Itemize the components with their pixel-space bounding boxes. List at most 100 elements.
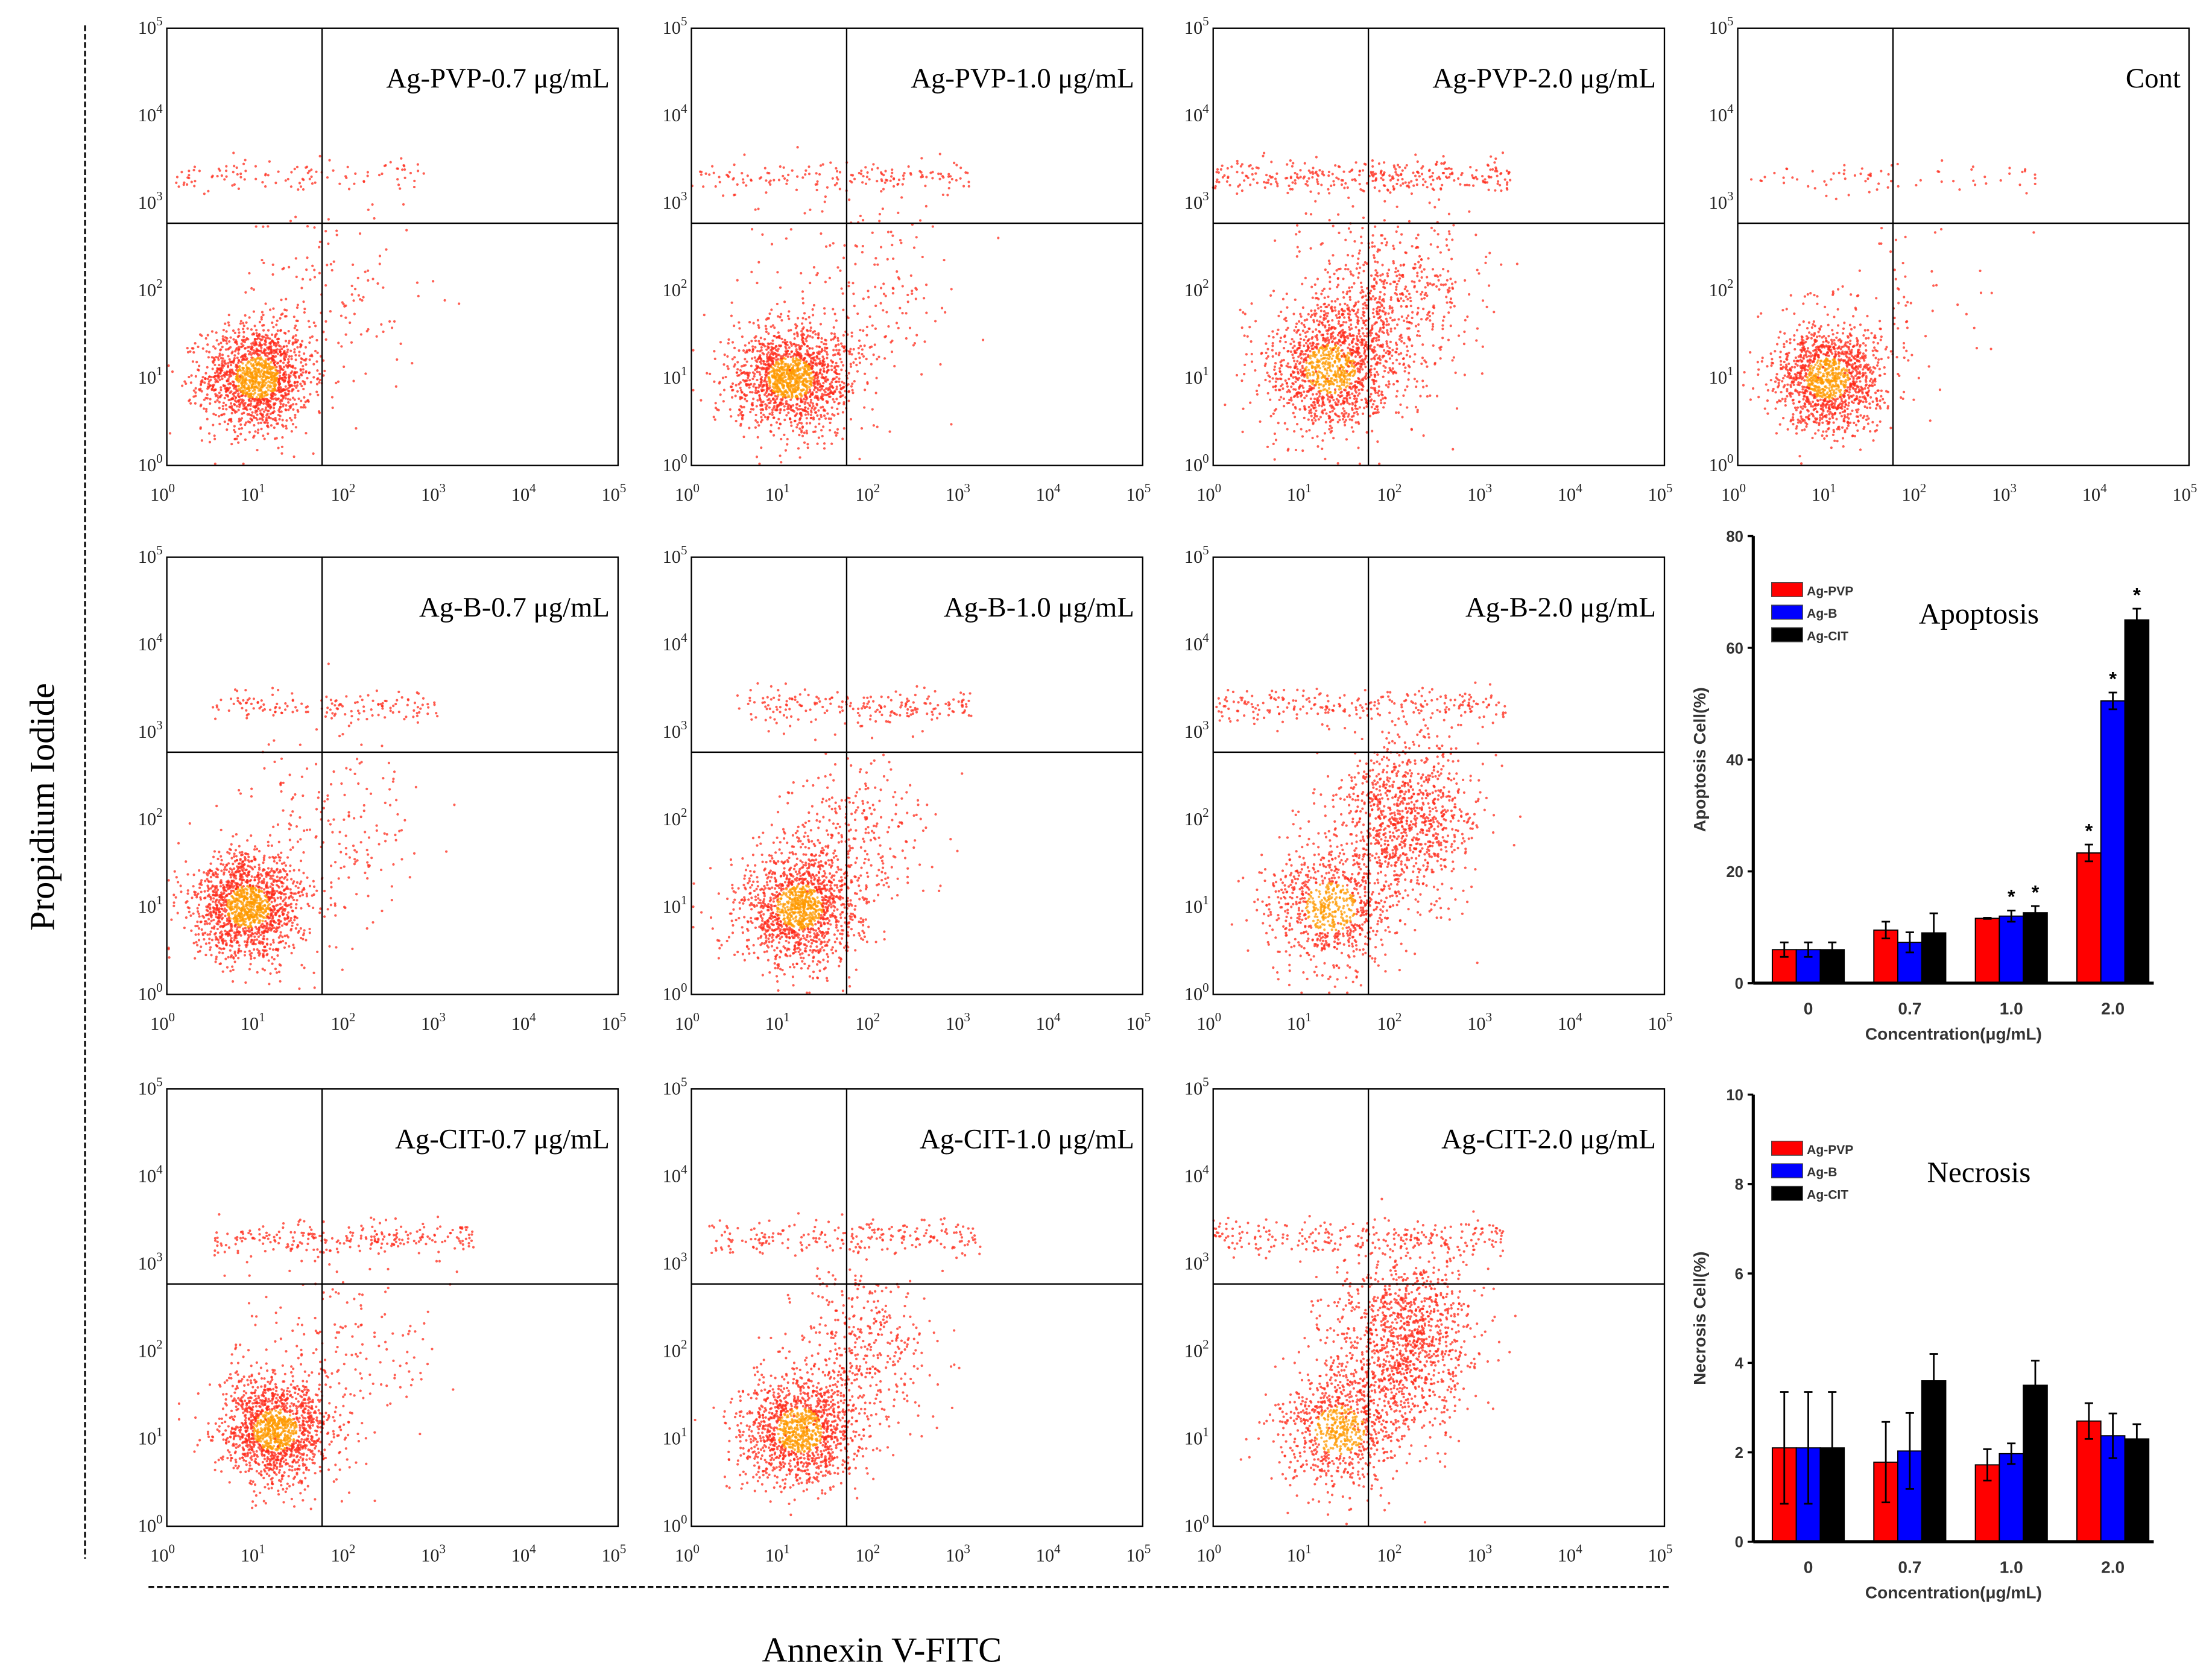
data-point	[337, 381, 340, 383]
data-point	[892, 287, 894, 289]
data-point	[260, 339, 262, 341]
data-point	[295, 403, 297, 405]
data-point	[736, 183, 739, 186]
data-point	[315, 360, 318, 363]
data-point	[277, 447, 280, 449]
data-point	[813, 266, 815, 268]
data-point	[1322, 365, 1325, 367]
data-point	[328, 159, 330, 162]
data-point	[1330, 396, 1333, 399]
data-point	[226, 387, 229, 390]
data-point	[1302, 329, 1304, 332]
data-point	[1387, 371, 1389, 373]
data-point	[1310, 315, 1312, 318]
data-point	[923, 340, 926, 343]
data-point	[856, 312, 859, 315]
data-point	[803, 431, 806, 434]
data-point	[744, 398, 746, 400]
data-point	[283, 345, 285, 347]
data-point	[1337, 421, 1339, 423]
data-point	[1316, 445, 1319, 448]
data-point	[809, 372, 812, 375]
data-point	[216, 399, 218, 402]
data-point	[908, 165, 910, 168]
data-point	[1321, 403, 1324, 405]
data-point	[902, 177, 905, 180]
data-point	[1336, 372, 1339, 375]
data-point	[366, 330, 368, 332]
data-point	[403, 168, 406, 171]
data-point	[1320, 309, 1322, 312]
data-point	[1309, 357, 1312, 360]
data-point	[280, 452, 283, 455]
data-point	[277, 422, 279, 425]
data-point	[209, 398, 212, 401]
data-point	[873, 264, 876, 266]
data-point	[767, 372, 769, 374]
data-point	[738, 327, 741, 329]
data-point	[218, 364, 220, 366]
data-point	[1378, 385, 1380, 388]
data-point	[390, 161, 392, 163]
data-point	[256, 413, 258, 416]
data-point	[780, 360, 783, 363]
data-point	[1352, 346, 1354, 348]
data-point	[793, 384, 795, 387]
data-point	[417, 170, 419, 172]
data-point	[237, 393, 239, 395]
data-point	[825, 343, 827, 345]
data-point	[297, 409, 299, 411]
data-point	[785, 183, 788, 185]
data-point	[826, 366, 829, 369]
data-point	[1369, 414, 1371, 417]
data-point	[817, 375, 819, 378]
data-point	[757, 424, 760, 426]
data-point	[221, 375, 223, 378]
tick-base: 10	[601, 484, 619, 505]
data-point	[264, 302, 267, 305]
data-point	[1274, 372, 1277, 375]
data-point	[214, 401, 216, 403]
data-point	[838, 390, 841, 393]
data-point	[1341, 371, 1343, 373]
data-point	[267, 388, 270, 391]
data-point	[815, 172, 818, 174]
data-point	[780, 393, 783, 396]
data-point	[1380, 390, 1383, 393]
data-point	[1310, 387, 1313, 390]
data-point	[324, 284, 327, 287]
data-point	[384, 164, 387, 166]
data-point	[201, 376, 204, 378]
tick-base: 10	[663, 105, 681, 125]
data-point	[253, 406, 256, 408]
data-point	[772, 324, 774, 326]
data-point	[1357, 388, 1360, 391]
data-point	[1342, 321, 1345, 323]
data-point	[822, 163, 824, 166]
data-point	[1296, 360, 1298, 363]
data-point	[1285, 329, 1288, 331]
data-point	[227, 423, 229, 425]
data-point	[1296, 423, 1298, 425]
data-point	[244, 370, 246, 373]
data-point	[824, 349, 826, 352]
data-point	[821, 348, 823, 350]
data-point	[194, 180, 196, 182]
data-point	[835, 434, 838, 437]
data-point	[865, 334, 868, 336]
data-point	[1314, 356, 1316, 358]
data-point	[1354, 326, 1357, 328]
data-point	[806, 443, 809, 445]
data-point	[238, 420, 240, 422]
data-point	[175, 182, 177, 184]
data-point	[258, 361, 260, 363]
data-point	[290, 171, 292, 173]
data-point	[227, 348, 229, 350]
data-point	[779, 345, 782, 347]
data-point	[315, 390, 318, 393]
data-point	[793, 369, 795, 372]
data-point	[239, 369, 242, 372]
data-point	[800, 422, 803, 425]
data-point	[1332, 355, 1334, 357]
data-point	[273, 403, 276, 405]
